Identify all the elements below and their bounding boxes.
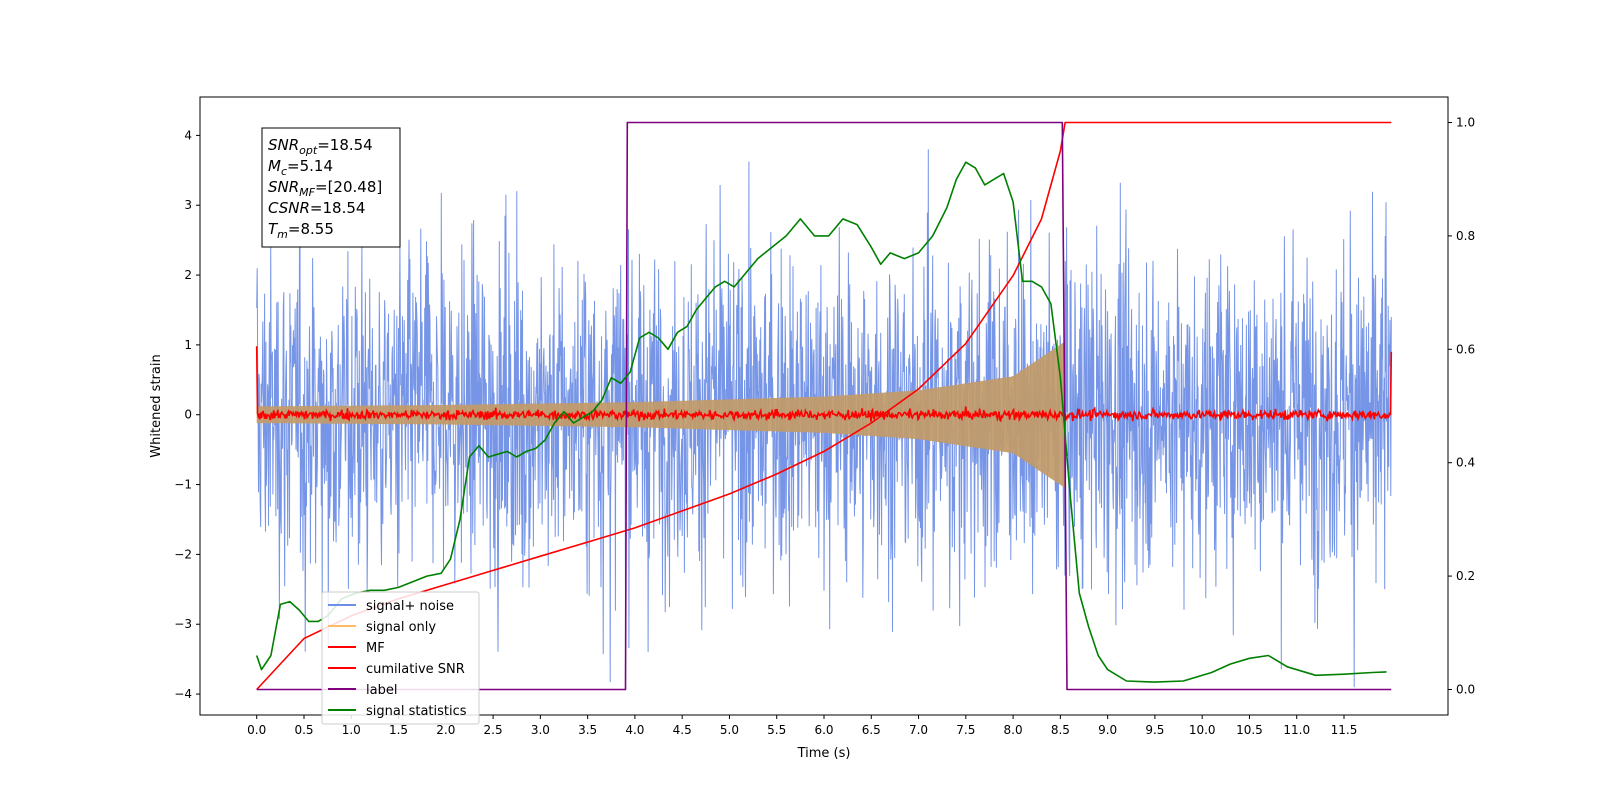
info-line: SNRopt=18.54 xyxy=(268,136,373,157)
y-axis-label: Whitened strain xyxy=(149,354,164,457)
y-left-tick-label: 1 xyxy=(184,338,192,352)
y-left-tick-label: 2 xyxy=(184,268,192,282)
x-tick-label: 2.0 xyxy=(436,723,455,737)
y-right-tick-label: 0.8 xyxy=(1456,229,1475,243)
y-right-tick-label: 0.0 xyxy=(1456,682,1475,696)
x-tick-label: 3.0 xyxy=(531,723,550,737)
y-left-tick-label: 3 xyxy=(184,198,192,212)
info-line: Mc=5.14 xyxy=(268,157,333,178)
x-tick-label: 3.5 xyxy=(578,723,597,737)
info-subscript: MF xyxy=(299,186,315,199)
y-left-tick-label: −1 xyxy=(174,478,192,492)
x-tick-label: 5.0 xyxy=(720,723,739,737)
x-tick-label: 11.5 xyxy=(1331,723,1358,737)
y-left-tick-label: −3 xyxy=(174,617,192,631)
legend-frame xyxy=(321,591,480,725)
info-subscript: c xyxy=(281,165,287,178)
x-axis-label: Time (s) xyxy=(797,746,851,761)
axis-ticks: 0.0 0.5 1.0 1.5 2.0 2.5 3.0 3.5 4.0 4.5 5.0 5.5 6.0 6… xyxy=(174,116,1475,737)
info-box: SNRopt=18.54Mc=5.14SNRMF=[20.48]CSNR=18.… xyxy=(261,127,401,248)
x-tick-label: 7.0 xyxy=(909,723,928,737)
y-right-tick-label: 0.2 xyxy=(1456,569,1475,583)
x-tick-label: 7.5 xyxy=(956,723,975,737)
x-tick-label: 10.0 xyxy=(1189,723,1216,737)
legend-label: MF xyxy=(366,641,385,656)
x-tick-label: 10.5 xyxy=(1236,723,1263,737)
info-line: CSNR=18.54 xyxy=(268,199,365,217)
legend-label: signal statistics xyxy=(366,704,467,719)
legend-items: signal+ noise signal only MF cumilative SNR… xyxy=(328,599,467,719)
info-value: =[20.48] xyxy=(315,178,382,196)
x-tick-label: 2.5 xyxy=(484,723,503,737)
info-line: SNRMF=[20.48] xyxy=(268,178,382,199)
x-tick-label: 8.0 xyxy=(1004,723,1023,737)
info-value: =5.14 xyxy=(287,157,333,175)
y-left-tick-label: −4 xyxy=(174,687,192,701)
info-symbol: T xyxy=(268,220,279,238)
x-tick-label: 0.0 xyxy=(247,723,266,737)
x-tick-label: 6.0 xyxy=(814,723,833,737)
y-left-tick-label: 0 xyxy=(184,408,192,422)
x-tick-label: 1.5 xyxy=(389,723,408,737)
x-tick-label: 1.0 xyxy=(342,723,361,737)
series-label xyxy=(256,121,1392,691)
info-symbol: SNR xyxy=(268,178,299,196)
legend-label: cumilative SNR xyxy=(366,662,465,677)
info-symbol: SNR xyxy=(268,136,299,154)
info-line: Tm=8.55 xyxy=(268,220,334,241)
x-tick-label: 4.5 xyxy=(673,723,692,737)
x-tick-label: 5.5 xyxy=(767,723,786,737)
series-signal-noise xyxy=(256,149,1392,688)
x-tick-label: 0.5 xyxy=(294,723,313,737)
legend-label: signal+ noise xyxy=(366,599,454,614)
legend-label: signal only xyxy=(366,620,436,635)
y-right-tick-label: 0.4 xyxy=(1456,456,1475,470)
legend-label: label xyxy=(366,683,397,698)
x-tick-label: 4.0 xyxy=(625,723,644,737)
legend: signal+ noise signal only MF cumilative SNR… xyxy=(321,591,480,725)
y-left-tick-label: 4 xyxy=(184,128,192,142)
info-box-lines: SNRopt=18.54Mc=5.14SNRMF=[20.48]CSNR=18.… xyxy=(268,136,382,241)
info-symbol: M xyxy=(268,157,281,175)
x-tick-label: 9.0 xyxy=(1098,723,1117,737)
info-value: =18.54 xyxy=(310,199,366,217)
series-mf xyxy=(255,346,1393,423)
info-value: =8.55 xyxy=(288,220,334,238)
info-symbol: CSNR xyxy=(268,199,310,217)
x-tick-label: 11.0 xyxy=(1283,723,1310,737)
y-right-tick-label: 0.6 xyxy=(1456,342,1475,356)
x-tick-label: 9.5 xyxy=(1145,723,1164,737)
y-left-tick-label: −2 xyxy=(174,547,192,561)
x-tick-label: 8.5 xyxy=(1051,723,1070,737)
info-subscript: m xyxy=(277,228,288,241)
info-subscript: opt xyxy=(299,144,318,157)
x-tick-label: 6.5 xyxy=(862,723,881,737)
info-box-frame xyxy=(261,127,401,248)
series-signal-statistics xyxy=(255,161,1387,683)
y-right-tick-label: 1.0 xyxy=(1456,116,1475,130)
info-value: =18.54 xyxy=(317,136,373,154)
